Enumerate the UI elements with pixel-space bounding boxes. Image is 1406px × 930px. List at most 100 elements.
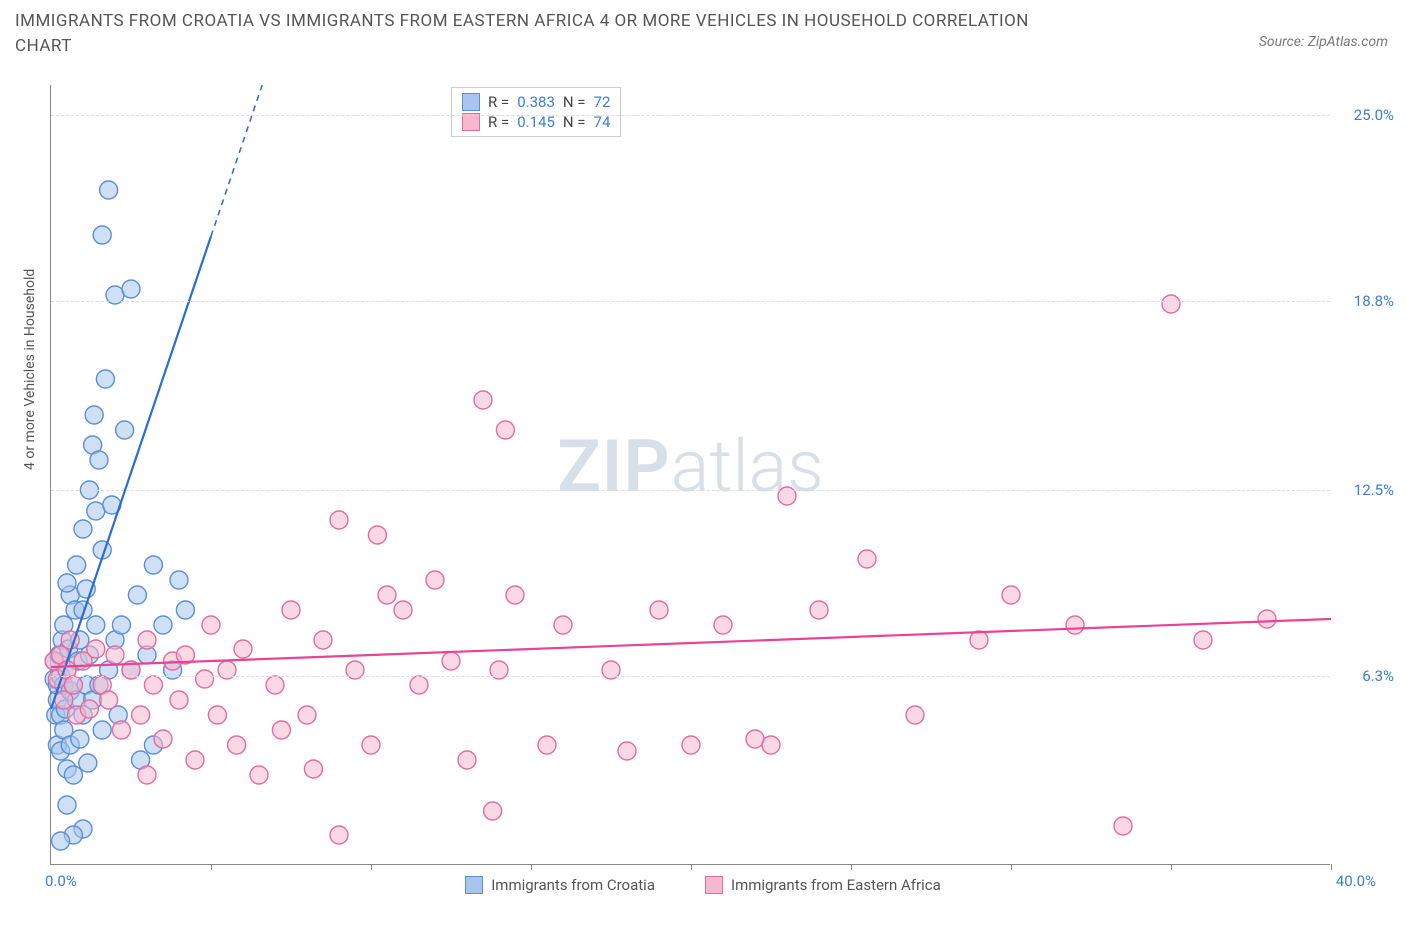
data-point-croatia — [85, 406, 103, 424]
y-tick-label: 25.0% — [1354, 106, 1394, 124]
data-point-eastern_africa — [1162, 295, 1180, 313]
data-point-eastern_africa — [304, 760, 322, 778]
data-point-eastern_africa — [458, 751, 476, 769]
x-tick-mark — [851, 864, 852, 870]
data-point-croatia — [154, 616, 172, 634]
data-point-eastern_africa — [496, 421, 514, 439]
data-point-eastern_africa — [426, 571, 444, 589]
x-tick-mark — [371, 864, 372, 870]
data-point-eastern_africa — [714, 616, 732, 634]
x-tick-mark — [1011, 864, 1012, 870]
data-point-eastern_africa — [144, 676, 162, 694]
data-point-eastern_africa — [368, 526, 386, 544]
y-tick-label: 6.3% — [1362, 667, 1394, 685]
data-point-croatia — [74, 520, 92, 538]
data-point-eastern_africa — [170, 691, 188, 709]
source-attribution: Source: ZipAtlas.com — [1259, 34, 1388, 50]
data-point-eastern_africa — [138, 766, 156, 784]
data-point-croatia — [79, 754, 97, 772]
data-point-eastern_africa — [132, 706, 150, 724]
data-point-eastern_africa — [554, 616, 572, 634]
data-point-eastern_africa — [506, 586, 524, 604]
data-point-croatia — [170, 571, 188, 589]
legend-item-eastern-africa: Immigrants from Eastern Africa — [705, 876, 941, 894]
data-point-eastern_africa — [196, 670, 214, 688]
gridline — [51, 676, 1330, 677]
series-legend: Immigrants from Croatia Immigrants from … — [0, 876, 1406, 894]
data-point-eastern_africa — [858, 550, 876, 568]
data-point-eastern_africa — [87, 640, 105, 658]
data-point-croatia — [87, 616, 105, 634]
data-point-croatia — [52, 832, 70, 850]
data-point-croatia — [93, 721, 111, 739]
data-point-eastern_africa — [538, 736, 556, 754]
data-point-croatia — [87, 502, 105, 520]
data-point-croatia — [58, 796, 76, 814]
legend-label-eastern-africa: Immigrants from Eastern Africa — [731, 876, 941, 894]
y-tick-label: 18.8% — [1354, 292, 1394, 310]
x-tick-mark — [1171, 864, 1172, 870]
data-point-eastern_africa — [970, 631, 988, 649]
gridline — [51, 301, 1330, 302]
data-point-eastern_africa — [484, 802, 502, 820]
data-point-croatia — [122, 280, 140, 298]
data-point-eastern_africa — [746, 730, 764, 748]
swatch-croatia-icon — [465, 876, 483, 894]
data-point-eastern_africa — [810, 601, 828, 619]
data-point-eastern_africa — [682, 736, 700, 754]
data-point-croatia — [58, 574, 76, 592]
plot-area: ZIPatlas R = 0.383 N = 72 R = 0.145 N = … — [50, 85, 1330, 865]
chart-title-line2: CHART — [15, 36, 72, 56]
data-point-croatia — [68, 556, 86, 574]
data-point-eastern_africa — [314, 631, 332, 649]
data-point-eastern_africa — [298, 706, 316, 724]
y-axis-label: 4 or more Vehicles in Household — [22, 269, 38, 470]
data-point-eastern_africa — [650, 601, 668, 619]
data-point-eastern_africa — [362, 736, 380, 754]
data-point-eastern_africa — [282, 601, 300, 619]
data-point-eastern_africa — [234, 640, 252, 658]
data-point-eastern_africa — [1066, 616, 1084, 634]
data-point-eastern_africa — [1114, 817, 1132, 835]
gridline — [51, 115, 1330, 116]
data-point-croatia — [64, 766, 82, 784]
data-point-eastern_africa — [80, 700, 98, 718]
data-point-eastern_africa — [394, 601, 412, 619]
data-point-eastern_africa — [138, 631, 156, 649]
x-tick-mark — [211, 864, 212, 870]
data-point-eastern_africa — [378, 586, 396, 604]
data-point-eastern_africa — [330, 511, 348, 529]
chart-title-line1: IMMIGRANTS FROM CROATIA VS IMMIGRANTS FR… — [15, 8, 1029, 35]
data-point-croatia — [144, 556, 162, 574]
data-point-eastern_africa — [1194, 631, 1212, 649]
data-point-eastern_africa — [208, 706, 226, 724]
data-point-croatia — [71, 730, 89, 748]
trend-line-croatia — [51, 236, 211, 709]
data-point-croatia — [128, 586, 146, 604]
data-point-eastern_africa — [202, 616, 220, 634]
data-point-croatia — [90, 451, 108, 469]
data-point-eastern_africa — [410, 676, 428, 694]
legend-label-croatia: Immigrants from Croatia — [491, 876, 655, 894]
data-point-eastern_africa — [112, 721, 130, 739]
trend-line-dashed-croatia — [211, 85, 262, 236]
data-point-eastern_africa — [186, 751, 204, 769]
data-point-eastern_africa — [106, 646, 124, 664]
data-point-eastern_africa — [442, 652, 460, 670]
x-tick-mark — [531, 864, 532, 870]
data-point-croatia — [100, 181, 118, 199]
data-point-eastern_africa — [228, 736, 246, 754]
data-point-croatia — [116, 421, 134, 439]
data-point-eastern_africa — [100, 691, 118, 709]
chart-svg — [51, 85, 1330, 864]
data-point-croatia — [176, 601, 194, 619]
data-point-croatia — [112, 616, 130, 634]
data-point-eastern_africa — [266, 676, 284, 694]
data-point-eastern_africa — [1258, 610, 1276, 628]
data-point-eastern_africa — [474, 391, 492, 409]
data-point-eastern_africa — [250, 766, 268, 784]
y-tick-label: 12.5% — [1354, 481, 1394, 499]
x-tick-mark — [691, 864, 692, 870]
data-point-eastern_africa — [64, 676, 82, 694]
data-point-eastern_africa — [330, 826, 348, 844]
